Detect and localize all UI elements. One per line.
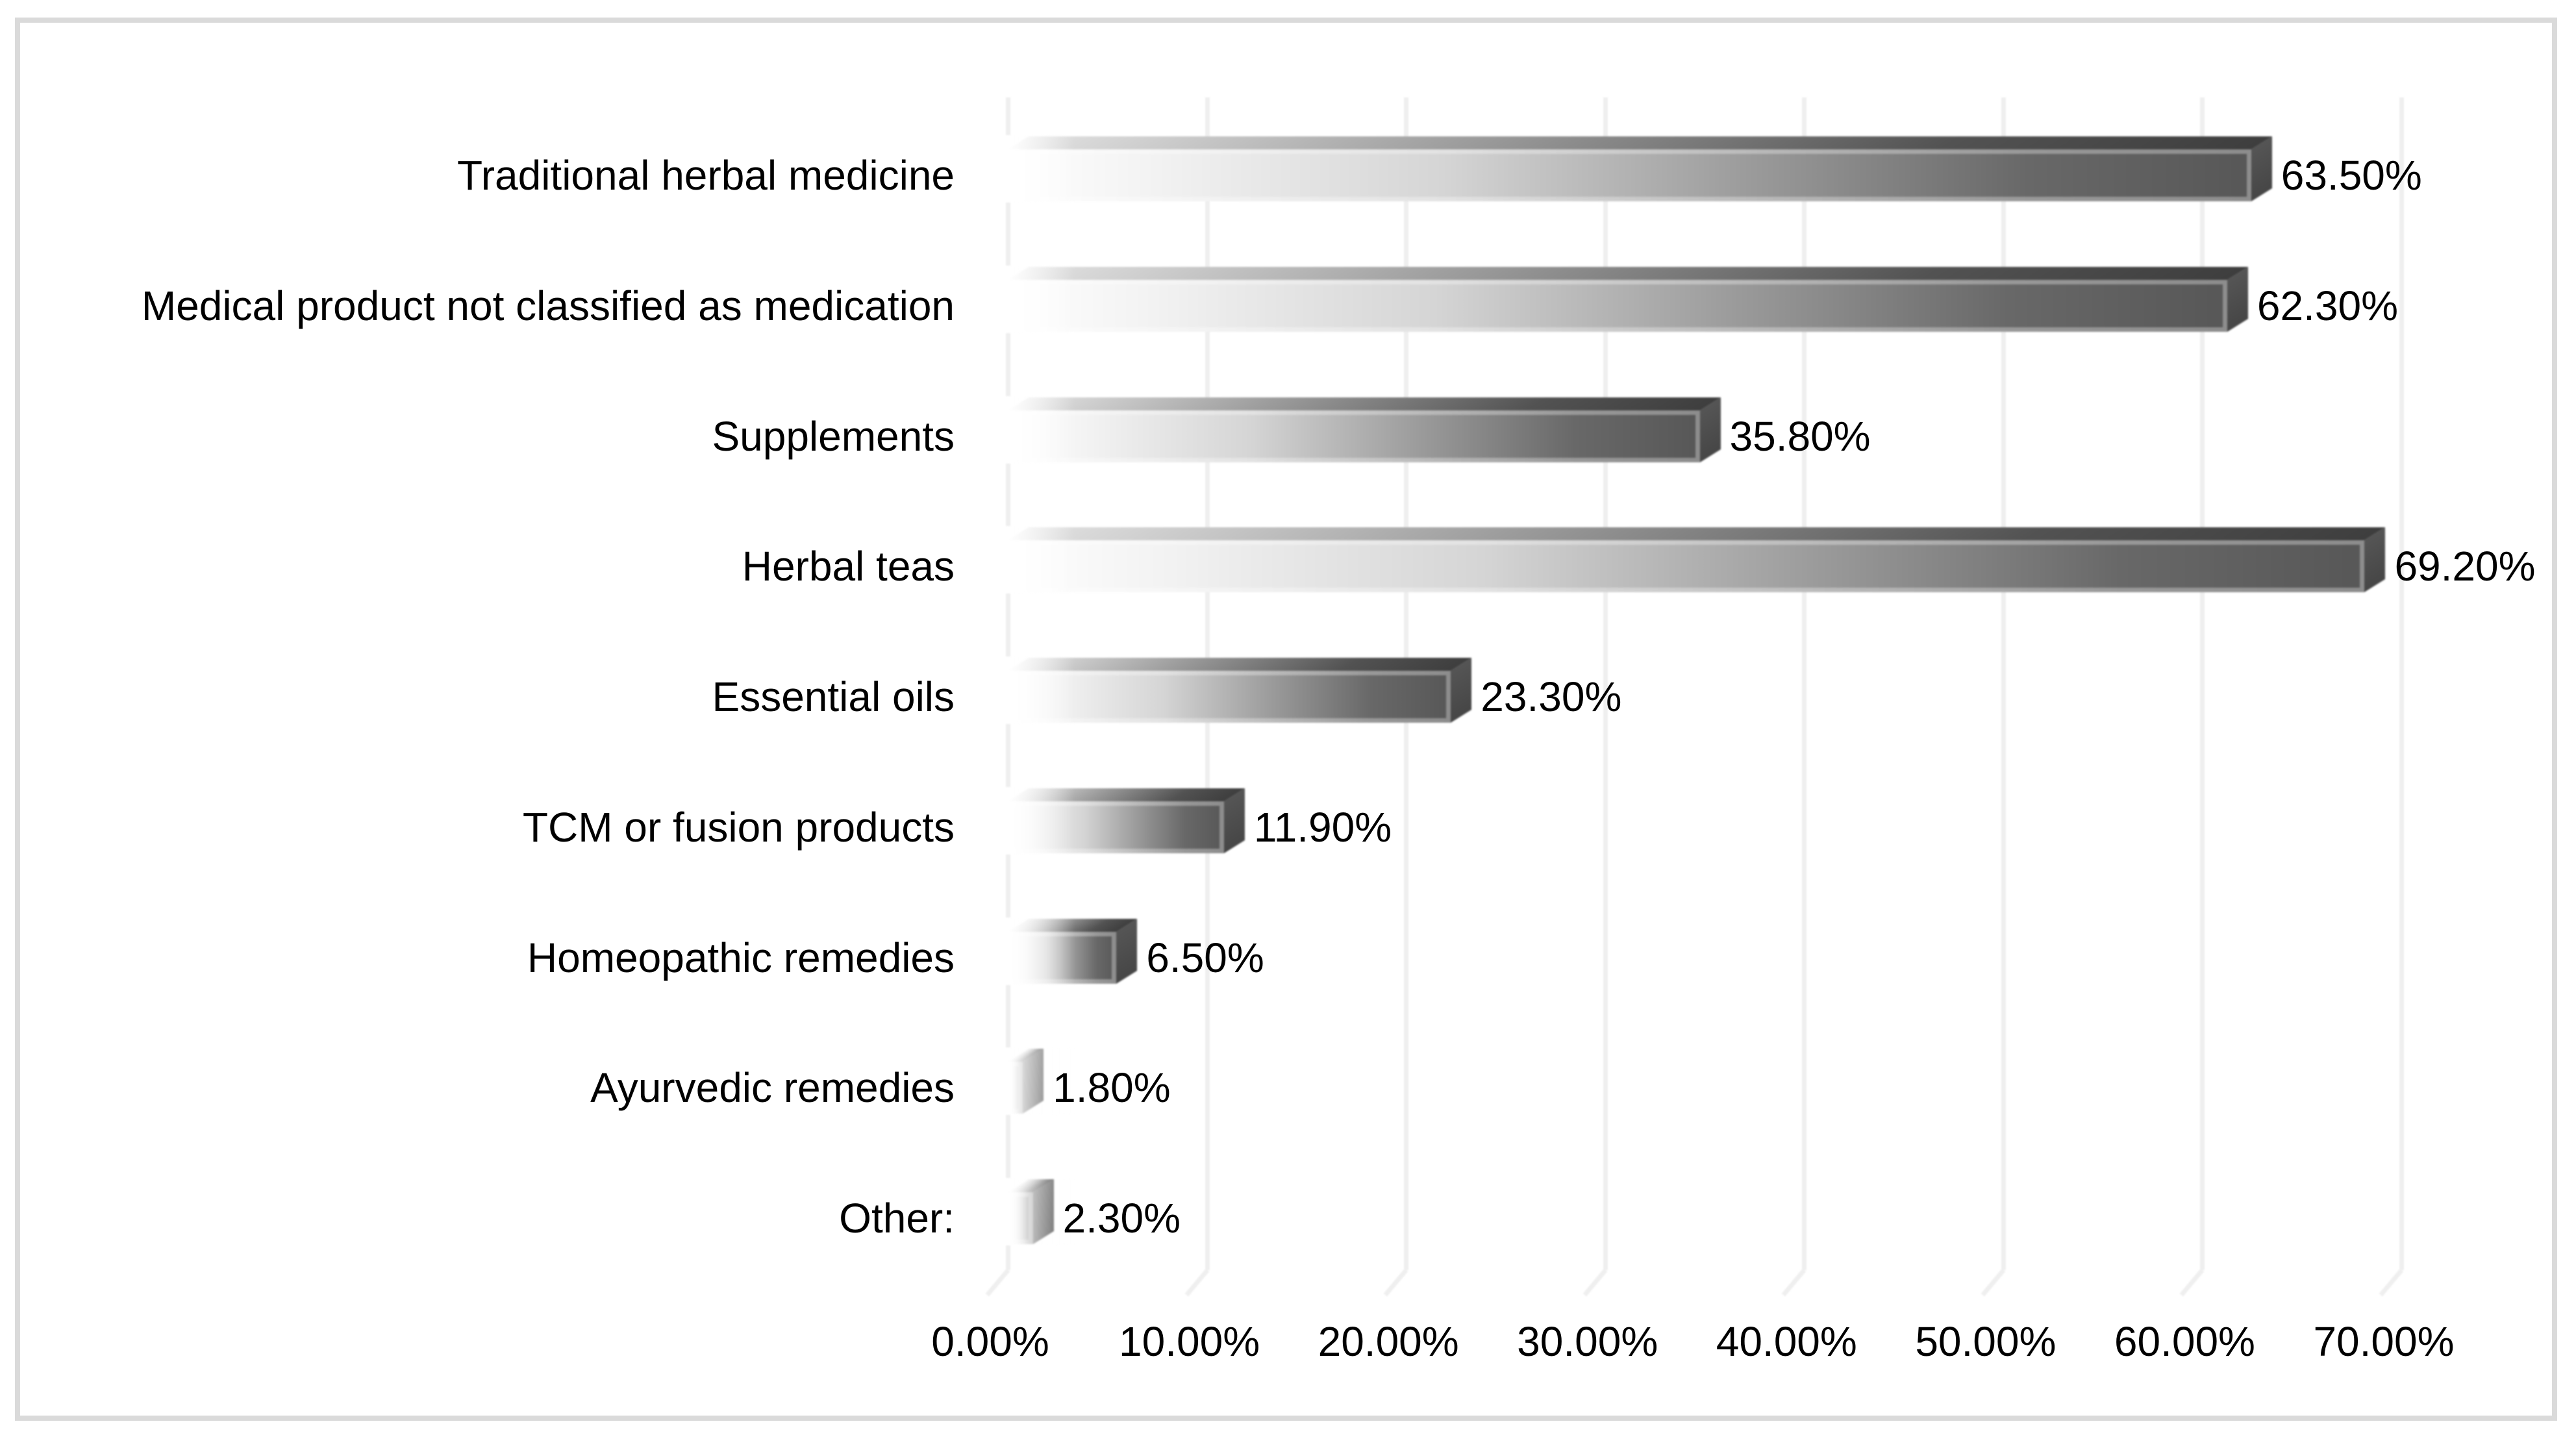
value-label: 2.30% [1062,1194,1181,1242]
gridline-floor-tick [1383,1268,1408,1297]
bar-top-face [1008,397,1721,410]
bar-top-face [1008,658,1472,671]
bar-3d [1000,1177,1075,1245]
value-label: 62.30% [2257,282,2398,330]
x-axis-tick-label: 0.00% [931,1318,1049,1365]
x-axis-tick-label: 50.00% [1915,1318,2057,1365]
bar-left-fade [1000,917,1075,985]
gridline-floor-tick [985,1268,1010,1297]
bar-3d [1000,526,2386,594]
category-label: Medical product not classified as medica… [141,282,955,330]
bar-3d [1000,135,2272,203]
bar-3d [1000,266,2248,334]
value-label: 11.90% [1253,803,1392,851]
bar-3d [1000,395,1721,464]
category-label: Homeopathic remedies [527,934,955,981]
gridline-floor-tick [1781,1268,1807,1297]
gridline [2379,97,2404,1297]
bar-front-face [1008,149,2251,202]
bar-left-fade [1000,786,1075,855]
gridline [1981,97,2006,1297]
gridline-floor-tick [2379,1268,2404,1297]
x-axis-tick-label: 30.00% [1517,1318,1658,1365]
bar-left-fade [1000,266,1075,334]
value-label: 69.20% [2394,543,2536,590]
value-label: 6.50% [1146,934,1264,981]
bar-front-face [1008,671,1451,723]
bar-front-face [1008,410,1700,462]
value-label: 63.50% [2281,152,2422,199]
bar-3d [1000,917,1138,985]
category-label: Traditional herbal medicine [456,152,955,199]
chart-frame: 0.00% 10.00% 20.00% 30.00% 40.00% 50.00% 60.00… [15,18,2557,1421]
bar-top-face [1008,267,2248,281]
category-label: Herbal teas [742,543,955,590]
gridline-floor-tick [1582,1268,1607,1297]
value-label: 1.80% [1053,1064,1171,1112]
bar-front-face [1008,280,2227,332]
bar-left-fade [1000,656,1075,725]
x-axis-tick-label: 20.00% [1318,1318,1459,1365]
gridline [2180,97,2205,1297]
gridline [1582,97,1608,1297]
gridline-floor-tick [1184,1268,1209,1297]
x-axis-tick-label: 60.00% [2114,1318,2255,1365]
bar-3d [1000,786,1245,855]
value-label: 23.30% [1481,673,1622,721]
category-label: TCM or fusion products [522,803,955,851]
bar-left-fade [1000,135,1075,203]
bar-front-face [1008,540,2365,593]
bar-left-fade [1000,1047,1075,1116]
category-label: Essential oils [712,673,955,721]
x-axis-tick-label: 40.00% [1716,1318,1857,1365]
plot-area: 0.00% 10.00% 20.00% 30.00% 40.00% 50.00% 60.00… [20,23,2552,1416]
category-label: Ayurvedic remedies [590,1064,955,1112]
gridline [1781,97,1807,1297]
bar-3d [1000,656,1472,725]
x-axis-tick-label: 70.00% [2313,1318,2455,1365]
category-label: Other: [839,1194,955,1242]
gridline-floor-tick [2180,1268,2205,1297]
bar-top-face [1008,136,2272,150]
value-label: 35.80% [1729,412,1871,460]
bar-3d [1000,1047,1075,1116]
bar-left-fade [1000,1177,1075,1245]
bar-top-face [1008,527,2386,541]
x-axis-tick-label: 10.00% [1119,1318,1260,1365]
bar-left-fade [1000,395,1075,464]
bar-left-fade [1000,526,1075,594]
category-label: Supplements [712,412,955,460]
gridline-floor-tick [1981,1268,2006,1297]
bar-side-face [2364,527,2386,593]
